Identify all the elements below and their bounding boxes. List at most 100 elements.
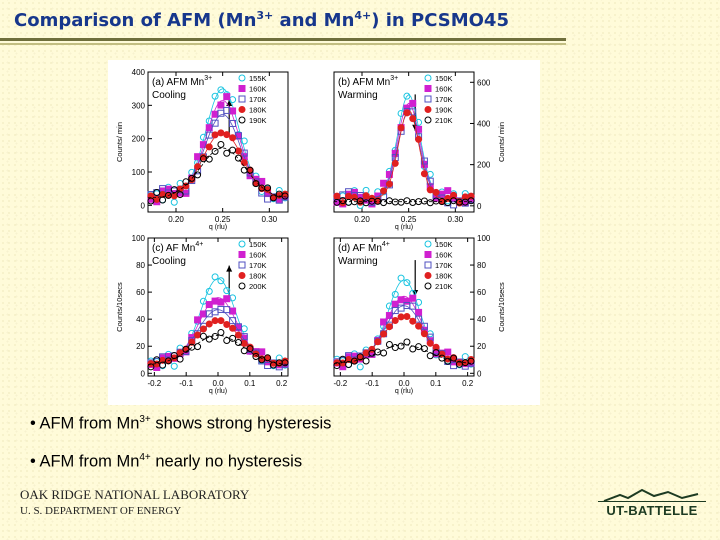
logo-underline [598, 501, 706, 502]
data-point [223, 131, 231, 139]
data-point [403, 338, 411, 346]
logo-mountain-icon [603, 488, 699, 502]
bullet-mn4: • AFM from Mn4+ nearly no hysteresis [30, 452, 303, 471]
panel-label: (b) AFM Mn3+ [338, 75, 398, 88]
panel-label: (a) AFM Mn3+ [152, 75, 212, 88]
data-point [397, 296, 405, 304]
data-point [415, 118, 423, 126]
x-tick-label: -0.2 [147, 379, 161, 388]
y-tick-label: 80 [136, 261, 145, 270]
legend-label: 210K [435, 282, 453, 291]
y-tick-label: 100 [132, 168, 146, 177]
fit-curve [334, 102, 474, 199]
data-point [217, 86, 225, 94]
data-point [333, 192, 341, 200]
x-tick-label: 0.2 [462, 379, 474, 388]
data-point [170, 192, 178, 200]
legend-entry: 180K [424, 272, 453, 281]
bullet-mn3: • AFM from Mn3+ shows strong hysteresis [30, 414, 332, 433]
x-axis-label: q (rlu) [209, 224, 227, 231]
data-point [391, 307, 399, 315]
data-point [420, 157, 428, 165]
data-point [380, 199, 388, 207]
y-tick-label: 20 [136, 342, 145, 351]
data-point [374, 338, 382, 346]
legend-entry: 170K [424, 261, 453, 270]
data-point [188, 174, 196, 182]
data-point [194, 316, 202, 324]
data-point [409, 345, 417, 353]
data-point [391, 317, 399, 325]
data-point [426, 186, 434, 194]
panel-frame [333, 71, 475, 213]
data-point [205, 335, 213, 343]
data-point [269, 194, 277, 202]
data-point [420, 197, 428, 205]
legend-entry: 170K [238, 261, 267, 270]
data-point [281, 192, 289, 200]
legend-label: 160K [249, 85, 267, 94]
data-point [229, 119, 237, 127]
legend-label: 155K [249, 74, 267, 83]
data-point [223, 93, 231, 101]
y-axis-label: Counts/ min [497, 122, 506, 162]
data-point [217, 109, 225, 117]
data-point [199, 141, 207, 149]
x-tick-label: 0.25 [401, 215, 417, 224]
data-point [264, 184, 272, 192]
series-180K [147, 317, 289, 368]
legend-marker [424, 74, 432, 82]
ut-battelle-logo: UT-BATTELLE [598, 488, 706, 520]
data-point [211, 297, 219, 305]
data-point [147, 197, 155, 205]
legend-entry: 210K [424, 282, 453, 291]
data-point [380, 330, 388, 338]
legend-marker [424, 116, 432, 124]
data-point [217, 329, 225, 337]
data-point [409, 199, 417, 207]
legend-entry: 170K [424, 95, 453, 104]
data-point [240, 159, 248, 167]
data-point [339, 355, 347, 363]
data-point [159, 361, 167, 369]
data-point [223, 321, 231, 329]
y-tick-label: 400 [132, 68, 146, 77]
data-point [426, 352, 434, 360]
data-point [223, 287, 231, 295]
fit-curve [334, 279, 474, 362]
legend-entry: 155K [238, 74, 267, 83]
data-point [391, 300, 399, 308]
data-point [264, 354, 272, 362]
legend-label: 160K [435, 251, 453, 260]
legend-label: 180K [435, 272, 453, 281]
data-point [333, 362, 341, 370]
data-point [240, 325, 248, 333]
series-200K [147, 329, 289, 371]
x-tick-label: 0.20 [168, 215, 184, 224]
data-point [205, 287, 213, 295]
fit-curve [147, 334, 289, 365]
x-tick-label: 0.0 [398, 379, 410, 388]
data-point [391, 159, 399, 167]
data-point [234, 147, 242, 155]
data-point [223, 106, 231, 114]
data-point [385, 340, 393, 348]
data-point [211, 92, 219, 100]
data-point [182, 345, 190, 353]
legend-label: 200K [249, 282, 267, 291]
data-point [205, 155, 213, 163]
data-point [397, 342, 405, 350]
legend-entry: 150K [238, 240, 267, 249]
data-point [362, 357, 370, 365]
legend-entry: 210K [424, 116, 453, 125]
data-point [385, 323, 393, 331]
data-point [444, 357, 452, 365]
data-point [176, 349, 184, 357]
data-point [240, 347, 248, 355]
data-point [258, 348, 266, 356]
data-point [380, 187, 388, 195]
data-point [194, 163, 202, 171]
data-point [350, 357, 358, 365]
data-point [217, 317, 225, 325]
data-point [426, 199, 434, 207]
